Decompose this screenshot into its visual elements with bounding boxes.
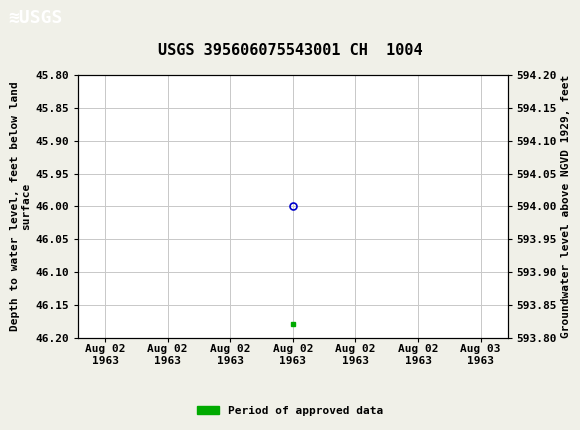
Text: ≋USGS: ≋USGS bbox=[9, 9, 63, 27]
Y-axis label: Depth to water level, feet below land
surface: Depth to water level, feet below land su… bbox=[10, 82, 31, 331]
Text: USGS 395606075543001 CH  1004: USGS 395606075543001 CH 1004 bbox=[158, 43, 422, 58]
Y-axis label: Groundwater level above NGVD 1929, feet: Groundwater level above NGVD 1929, feet bbox=[561, 75, 571, 338]
Legend: Period of approved data: Period of approved data bbox=[193, 401, 387, 420]
